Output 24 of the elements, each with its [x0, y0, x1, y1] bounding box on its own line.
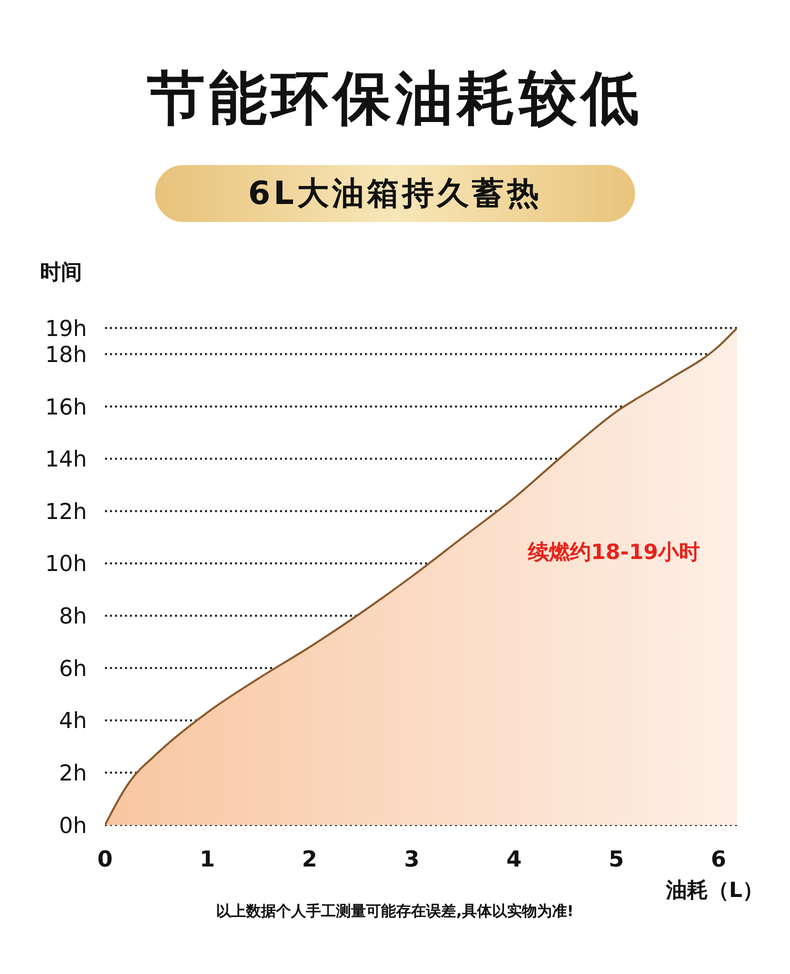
x-axis-title: 油耗（L） — [666, 877, 764, 904]
chart-subtitle: 6L大油箱持久蓄热 — [247, 173, 543, 214]
annotation: 续燃约18-19小时 — [528, 539, 700, 566]
y-tick-label: 0h — [59, 814, 87, 839]
x-tick-label: 0 — [97, 848, 113, 873]
x-tick-label: 3 — [404, 848, 420, 873]
x-tick-label: 1 — [200, 848, 215, 873]
y-tick-label: 19h — [45, 316, 87, 342]
x-tick-label: 5 — [608, 848, 624, 873]
y-tick-label: 12h — [45, 500, 87, 525]
y-axis-title: 时间 — [40, 259, 82, 286]
y-tick-label: 6h — [59, 656, 87, 682]
y-tick-label: 10h — [45, 552, 87, 578]
y-tick-label: 18h — [45, 342, 87, 368]
text: 以上数据个人手工测量可能存在误差,具体以实物为准! — [215, 902, 575, 921]
y-tick-label: 4h — [59, 709, 87, 734]
x-tick-label: 6 — [710, 848, 726, 873]
x-tick-label: 4 — [506, 848, 522, 873]
x-tick-label: 2 — [302, 848, 318, 873]
y-tick-label: 14h — [45, 448, 87, 473]
chart-title: 节能环保油耗较低 — [146, 63, 644, 134]
y-tick-label: 16h — [45, 395, 87, 420]
y-tick-label: 2h — [59, 761, 87, 786]
y-tick-label: 8h — [59, 604, 87, 630]
